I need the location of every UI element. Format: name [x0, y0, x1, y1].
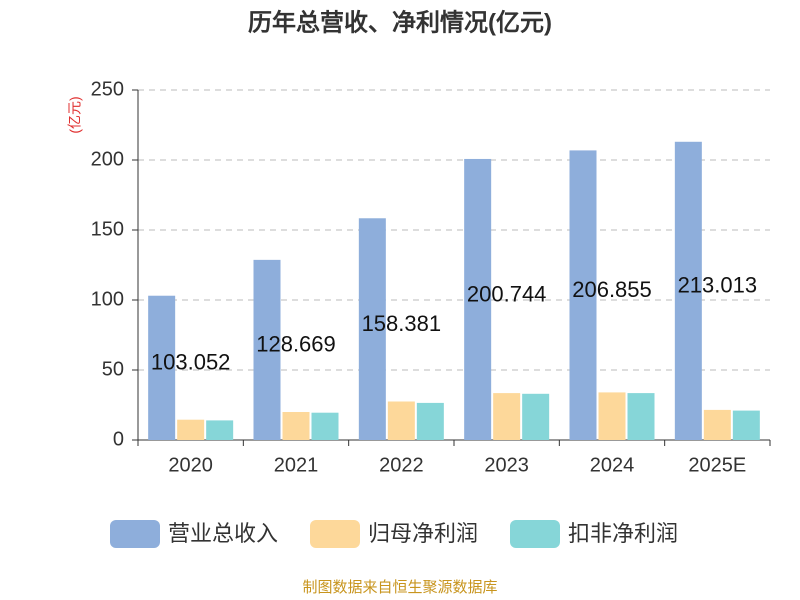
bar [627, 393, 655, 440]
bar [387, 401, 415, 440]
bar [598, 392, 626, 440]
bar [282, 412, 310, 440]
source-note: 制图数据来自恒生聚源数据库 [302, 579, 497, 596]
legend-swatch [310, 520, 360, 548]
legend-label: 扣非净利润 [568, 521, 678, 546]
data-label: 128.669 [256, 332, 336, 357]
y-tick-label: 100 [91, 288, 124, 310]
x-tick-label: 2021 [274, 454, 319, 476]
data-label: 213.013 [678, 273, 758, 298]
x-tick-label: 2025E [688, 454, 746, 476]
legend-label: 归母净利润 [368, 521, 478, 546]
data-label: 158.381 [362, 311, 442, 336]
legend-swatch [510, 520, 560, 548]
y-tick-label: 150 [91, 218, 124, 240]
bar [674, 141, 702, 440]
bar [493, 393, 521, 440]
legend-swatch [110, 520, 160, 548]
bar [311, 412, 339, 440]
y-tick-label: 0 [113, 428, 124, 450]
bar [416, 402, 444, 440]
y-tick-label: 250 [91, 78, 124, 100]
bar [358, 218, 386, 440]
chart-title: 历年总营收、净利情况(亿元) [248, 8, 552, 36]
y-axis-label: (亿元) [67, 96, 83, 133]
bar [148, 295, 176, 440]
x-tick-label: 2020 [168, 454, 213, 476]
y-tick-label: 200 [91, 148, 124, 170]
bar [206, 420, 234, 440]
bar [464, 158, 492, 440]
y-tick-label: 50 [102, 358, 124, 380]
x-tick-label: 2023 [484, 454, 529, 476]
bar [732, 410, 760, 440]
x-tick-label: 2022 [379, 454, 424, 476]
bar [569, 150, 597, 440]
data-label: 103.052 [151, 350, 231, 375]
bar [522, 393, 550, 440]
bar [177, 419, 205, 440]
bar [253, 259, 281, 440]
bar [703, 409, 731, 440]
x-tick-label: 2024 [590, 454, 635, 476]
data-label: 206.855 [572, 277, 652, 302]
legend-label: 营业总收入 [168, 521, 278, 546]
data-label: 200.744 [467, 281, 547, 306]
